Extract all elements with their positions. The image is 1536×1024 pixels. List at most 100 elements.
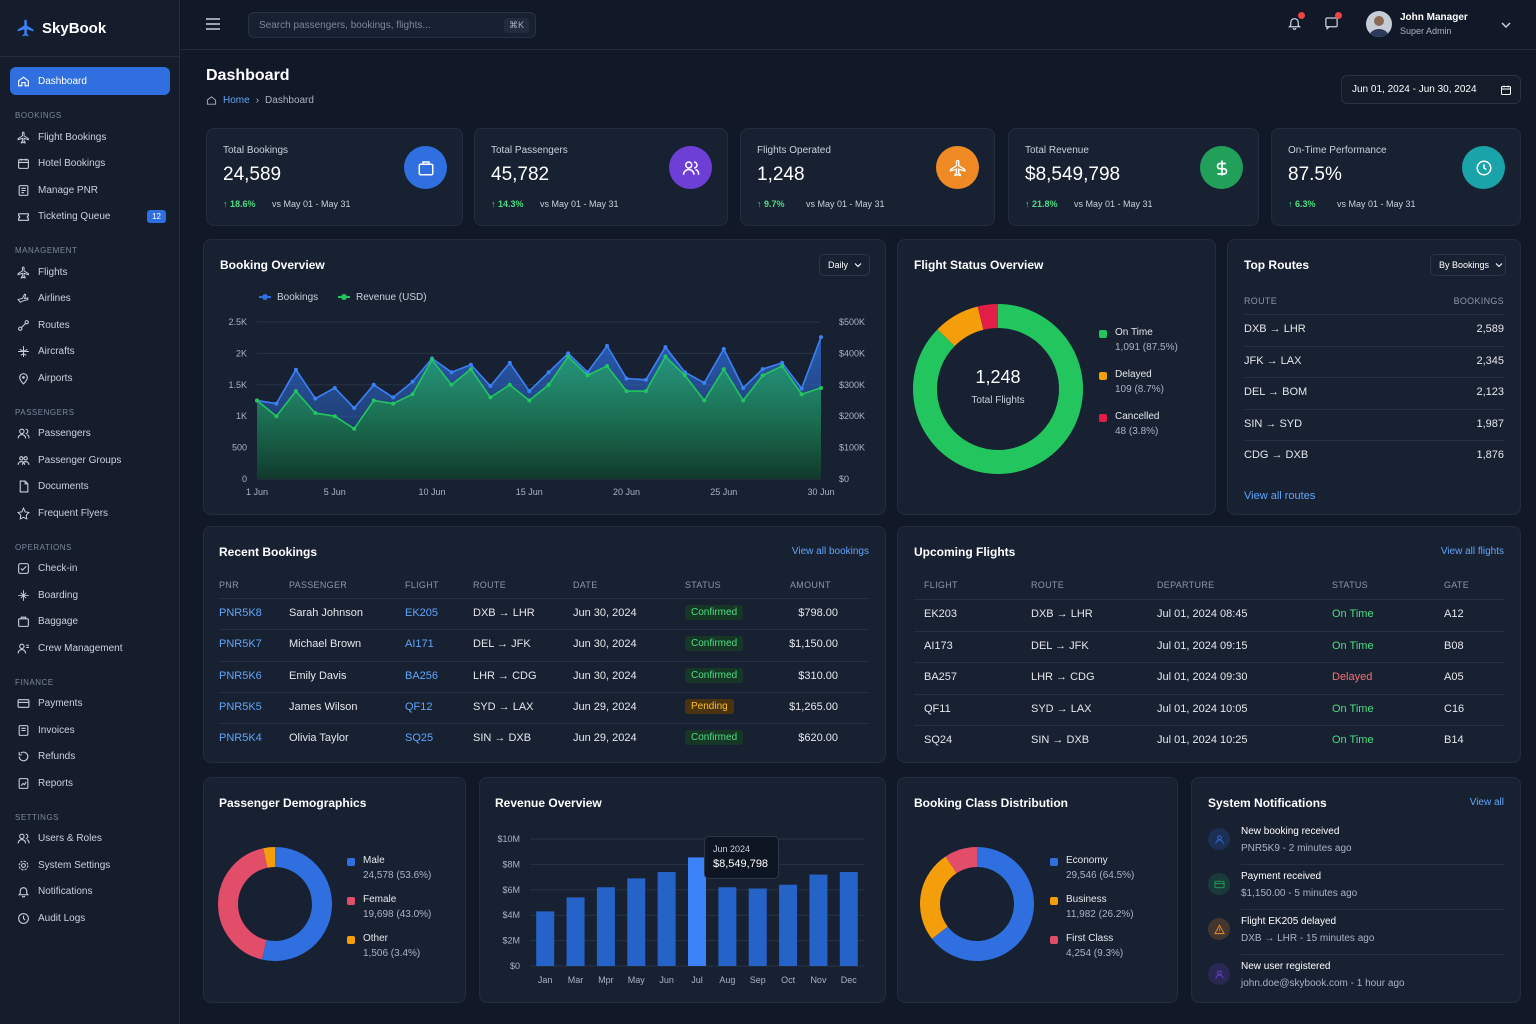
donut-slice: [977, 304, 999, 330]
sidebar-item-audit-logs[interactable]: Audit Logs: [10, 905, 170, 932]
calendar-icon: [1501, 85, 1511, 95]
search-input[interactable]: Search passengers, bookings, flights... …: [248, 12, 536, 38]
y-left-tick: 2K: [236, 348, 247, 358]
legend-value: 19,698 (43.0%): [363, 909, 432, 920]
view-all-notifications-link[interactable]: View all: [1469, 797, 1504, 808]
flight-link[interactable]: SQ25: [405, 732, 434, 745]
revenue-point: [741, 398, 746, 403]
sidebar-item-invoices[interactable]: Invoices: [10, 717, 170, 744]
group-icon: [17, 455, 30, 465]
sidebar-item-users-roles[interactable]: Users & Roles: [10, 826, 170, 853]
menu-icon[interactable]: [206, 18, 220, 33]
donut-slice: [920, 856, 958, 939]
period-dropdown[interactable]: Daily: [819, 254, 870, 276]
legend-label: Business: [1066, 894, 1107, 905]
sidebar-item-reports[interactable]: Reports: [10, 770, 170, 797]
pnr-link[interactable]: PNR5K4: [219, 732, 262, 745]
departure: Jul 01, 2024 10:05: [1157, 702, 1248, 715]
legend-value: 1,506 (3.4%): [363, 948, 421, 959]
sidebar-item-label: Hotel Bookings: [38, 158, 106, 170]
sidebar-item-refunds[interactable]: Refunds: [10, 744, 170, 771]
notification-item[interactable]: Flight EK205 delayed DXB → LHR - 15 minut…: [1208, 914, 1505, 958]
sidebar-item-passenger-groups[interactable]: Passenger Groups: [10, 447, 170, 474]
legend-bookings: Bookings: [259, 292, 318, 303]
legend-value: 48 (3.8%): [1115, 426, 1159, 437]
view-all-flights-link[interactable]: View all flights: [1440, 546, 1504, 557]
sidebar-item-routes[interactable]: Routes: [10, 312, 170, 339]
y-left-tick: 1K: [236, 411, 247, 421]
flight-link[interactable]: BA256: [405, 669, 439, 682]
flight-link[interactable]: EK205: [405, 607, 439, 619]
class-distribution-title: Booking Class Distribution: [914, 796, 1069, 810]
flight-number: QF11: [924, 702, 951, 715]
sidebar-item-boarding[interactable]: Boarding: [10, 582, 170, 609]
kpi-change: ↑ 14.3%: [491, 199, 524, 209]
revenue-point: [527, 398, 532, 403]
sidebar-item-airlines[interactable]: Airlines: [10, 286, 170, 313]
bell-icon[interactable]: [1287, 12, 1305, 34]
legend-label: Other: [363, 933, 389, 944]
sidebar-item-flight-bookings[interactable]: Flight Bookings: [10, 124, 170, 151]
x-tick: Dec: [841, 975, 858, 985]
flight-link[interactable]: QF12: [405, 700, 433, 713]
revenue-point: [546, 382, 551, 387]
sidebar-item-hotel-bookings[interactable]: Hotel Bookings: [10, 151, 170, 178]
amount: $798.00: [798, 607, 838, 619]
sidebar-item-baggage[interactable]: Baggage: [10, 609, 170, 636]
donut-slice: [937, 306, 984, 347]
view-all-routes-link[interactable]: View all routes: [1244, 490, 1316, 502]
notification-item[interactable]: New user registered john.doe@skybook.com …: [1208, 959, 1505, 1003]
row-divider: [219, 691, 869, 693]
brand[interactable]: SkyBook: [16, 18, 106, 38]
route: DXB → LHR: [1031, 608, 1093, 620]
sidebar-item-notifications[interactable]: Notifications: [10, 879, 170, 906]
sidebar-item-check-in[interactable]: Check-in: [10, 556, 170, 583]
sidebar-item-label: Audit Logs: [38, 912, 86, 924]
sidebar-item-documents[interactable]: Documents: [10, 474, 170, 501]
nav-section-title: OPERATIONS: [15, 542, 72, 552]
x-tick: Sep: [750, 975, 766, 985]
sidebar-item-payments[interactable]: Payments: [10, 691, 170, 718]
bookings-point: [313, 396, 318, 401]
sidebar-item-dashboard[interactable]: Dashboard: [10, 67, 170, 95]
sidebar-item-system-settings[interactable]: System Settings: [10, 852, 170, 879]
legend-swatch: [1099, 330, 1107, 338]
sidebar-item-manage-pnr[interactable]: Manage PNR: [10, 177, 170, 204]
legend-label: Female: [363, 894, 397, 905]
date: Jun 29, 2024: [573, 732, 637, 745]
sidebar-item-passengers[interactable]: Passengers: [10, 421, 170, 448]
sidebar-item-aircrafts[interactable]: Aircrafts: [10, 339, 170, 366]
chevron-down-icon[interactable]: [1501, 18, 1511, 32]
breadcrumb-home[interactable]: Home: [223, 95, 250, 106]
flight-link[interactable]: AI171: [405, 638, 434, 651]
sidebar-item-label: Ticketing Queue: [38, 211, 111, 223]
bookings-area: [257, 337, 821, 479]
bookings-point: [663, 345, 668, 350]
sidebar-item-crew-management[interactable]: Crew Management: [10, 635, 170, 662]
pnr-link[interactable]: PNR5K5: [219, 700, 262, 713]
date-range-picker[interactable]: Jun 01, 2024 - Jun 30, 2024: [1341, 75, 1521, 104]
view-all-bookings-link[interactable]: View all bookings: [791, 546, 869, 557]
pnr-link[interactable]: PNR5K8: [219, 607, 262, 619]
sidebar-item-frequent-flyers[interactable]: Frequent Flyers: [10, 500, 170, 527]
pnr-link[interactable]: PNR5K7: [219, 638, 262, 651]
notification-item[interactable]: New booking received PNR5K9 - 2 minutes a…: [1208, 824, 1505, 868]
sidebar-item-airports[interactable]: Airports: [10, 365, 170, 392]
sidebar-item-flights[interactable]: Flights: [10, 259, 170, 286]
crew-icon: [17, 643, 29, 654]
routes-filter-dropdown[interactable]: By Bookings: [1430, 254, 1506, 276]
legend-value: 11,982 (26.2%): [1066, 909, 1134, 920]
bookings-point: [741, 385, 746, 390]
sidebar-item-ticketing-queue[interactable]: Ticketing Queue 12: [10, 204, 170, 231]
message-icon[interactable]: [1324, 12, 1342, 34]
notification-title: Payment received: [1241, 871, 1322, 882]
user-menu[interactable]: John Manager Super Admin: [1366, 11, 1468, 37]
row-divider: [1244, 345, 1504, 347]
revenue-tooltip: Jun 2024 $8,549,798: [704, 836, 779, 879]
notification-item[interactable]: Payment received $1,150.00 - 5 minutes ag…: [1208, 869, 1505, 913]
gate: A12: [1444, 608, 1464, 620]
status-badge: Confirmed: [685, 636, 744, 652]
x-tick: 25 Jun: [710, 487, 737, 497]
page-title: Dashboard: [206, 67, 290, 84]
pnr-link[interactable]: PNR5K6: [219, 669, 262, 682]
